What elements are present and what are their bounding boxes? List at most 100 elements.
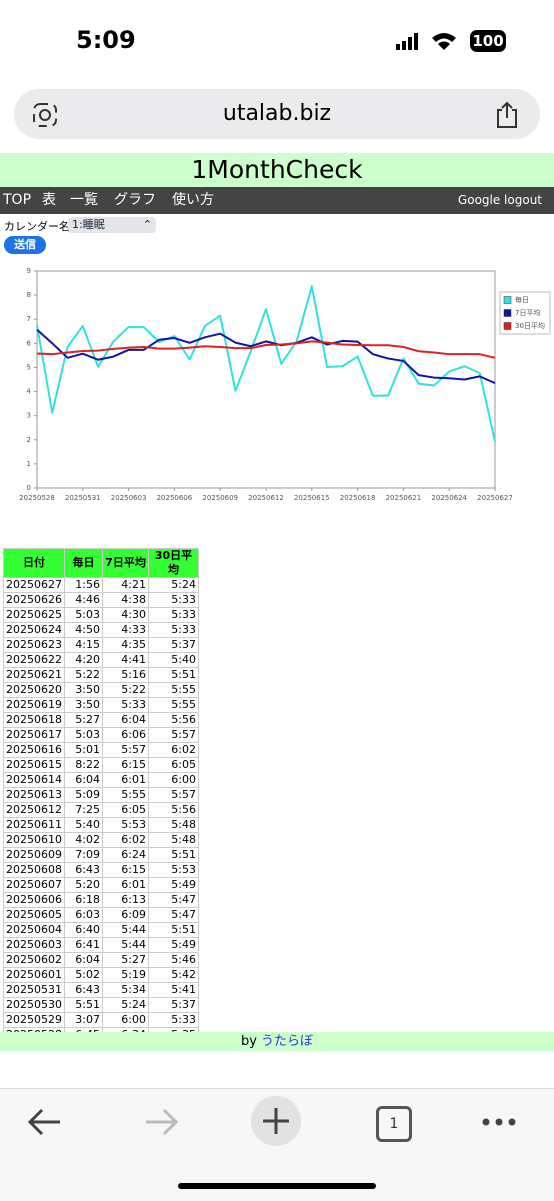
table-cell: 20250606: [3, 892, 65, 908]
tab-count[interactable]: 1: [376, 1106, 412, 1142]
calendar-select[interactable]: 1:睡眠 ⌃: [68, 217, 156, 233]
lens-icon[interactable]: [32, 102, 58, 128]
footer: by うたらぼ: [0, 1032, 554, 1051]
table-cell: 5:40: [148, 652, 199, 668]
x-tick-label: 20250621: [386, 494, 422, 502]
table-cell: 5:55: [102, 787, 149, 803]
table-row: 20250612 7:25 6:05 5:56: [3, 802, 199, 818]
x-tick-label: 20250627: [477, 494, 513, 502]
table-cell: 20250616: [3, 742, 65, 758]
column-header: 7日平均: [102, 548, 149, 578]
table-cell: 5:33: [148, 592, 199, 608]
new-tab-button[interactable]: [251, 1096, 301, 1146]
table-cell: 5:51: [64, 997, 103, 1013]
y-tick-label: 3: [27, 412, 31, 420]
y-tick-label: 1: [27, 460, 31, 468]
legend-label: 30日平均: [515, 321, 545, 330]
table-cell: 6:43: [64, 862, 103, 878]
table-cell: 20250610: [3, 832, 65, 848]
table-cell: 6:24: [102, 847, 149, 863]
nav-item[interactable]: 表: [42, 192, 56, 208]
table-cell: 5:44: [102, 922, 149, 938]
table-cell: 20250602: [3, 952, 65, 968]
table-cell: 20250529: [3, 1012, 65, 1028]
table-cell: 4:38: [102, 592, 149, 608]
table-cell: 6:15: [102, 862, 149, 878]
table-cell: 20250530: [3, 997, 65, 1013]
table-cell: 20250617: [3, 727, 65, 743]
table-cell: 5:27: [64, 712, 103, 728]
nav-item[interactable]: 使い方: [172, 192, 214, 208]
x-tick-label: 20250531: [65, 494, 101, 502]
table-cell: 3:50: [64, 697, 103, 713]
table-cell: 5:57: [148, 787, 199, 803]
forward-button[interactable]: [142, 1107, 180, 1137]
table-cell: 5:41: [148, 982, 199, 998]
table-row: 20250619 3:50 5:33 5:55: [3, 697, 199, 713]
table-cell: 20250619: [3, 697, 65, 713]
table-cell: 20250624: [3, 622, 65, 638]
table-cell: 5:34: [102, 982, 149, 998]
table-cell: 4:35: [102, 637, 149, 653]
table-cell: 5:33: [148, 607, 199, 623]
y-tick-label: 2: [27, 436, 31, 444]
table-cell: 6:06: [102, 727, 149, 743]
table-cell: 5:33: [102, 697, 149, 713]
table-row: 20250530 5:51 5:24 5:37: [3, 997, 199, 1013]
footer-link[interactable]: うたらぼ: [261, 1034, 314, 1049]
table-cell: 20250531: [3, 982, 65, 998]
table-cell: 5:55: [148, 697, 199, 713]
share-icon[interactable]: [495, 101, 519, 129]
table-row: 20250625 5:03 4:30 5:33: [3, 607, 199, 623]
site-title: 1MonthCheck: [0, 153, 554, 187]
table-cell: 5:03: [64, 727, 103, 743]
select-arrow[interactable]: ⌃: [142, 218, 152, 231]
table-cell: 6:05: [148, 757, 199, 773]
x-tick-label: 20250609: [202, 494, 238, 502]
url[interactable]: utalab.biz: [222, 101, 332, 126]
select-value[interactable]: 1:睡眠: [72, 218, 105, 231]
table-row: 20250611 5:40 5:53 5:48: [3, 817, 199, 833]
table-row: 20250613 5:09 5:55 5:57: [3, 787, 199, 803]
column-header: 30日平均: [148, 548, 199, 578]
nav-item[interactable]: グラフ: [114, 192, 156, 208]
more-button[interactable]: [482, 1117, 516, 1127]
table-row: 20250614 6:04 6:01 6:00: [3, 772, 199, 788]
series-line: [36, 285, 496, 442]
table-row: 20250609 7:09 6:24 5:51: [3, 847, 199, 863]
logout[interactable]: Google logout: [457, 193, 542, 207]
table-row: 20250620 3:50 5:22 5:55: [3, 682, 199, 698]
table-cell: 6:02: [102, 832, 149, 848]
table-row: 20250602 6:04 5:27 5:46: [3, 952, 199, 968]
table-cell: 5:51: [148, 847, 199, 863]
table-cell: 4:41: [102, 652, 149, 668]
nav-item[interactable]: 一覧: [70, 192, 98, 208]
table-row: 20250607 5:20 6:01 5:49: [3, 877, 199, 893]
column-header: 毎日: [64, 548, 103, 578]
table-row: 20250604 6:40 5:44 5:51: [3, 922, 199, 938]
x-tick-label: 20250612: [248, 494, 284, 502]
url-bar[interactable]: utalab.biz: [14, 89, 540, 139]
legend-swatch: [503, 322, 512, 330]
table-cell: 5:48: [148, 817, 199, 833]
table-cell: 5:33: [148, 622, 199, 638]
table-cell: 20250605: [3, 907, 65, 923]
submit-button[interactable]: 送信: [4, 236, 46, 254]
table-cell: 5:49: [148, 877, 199, 893]
y-tick-label: 7: [27, 315, 31, 323]
battery: 100: [470, 30, 506, 52]
table-cell: 20250620: [3, 682, 65, 698]
table-cell: 20250613: [3, 787, 65, 803]
series-line: [36, 328, 496, 385]
table-body: 20250627 1:56 4:21 5:24 20250626 4:46 4:38 5:33…: [3, 577, 199, 1043]
table-cell: 5:09: [64, 787, 103, 803]
table-row: 20250606 6:18 6:13 5:47: [3, 892, 199, 908]
x-tick-label: 20250603: [111, 494, 147, 502]
series-line: [36, 340, 496, 359]
table-cell: 20250608: [3, 862, 65, 878]
table-cell: 20250627: [3, 577, 65, 593]
back-button[interactable]: [26, 1107, 64, 1137]
nav-item[interactable]: TOP: [3, 192, 32, 208]
table-cell: 6:02: [148, 742, 199, 758]
table-cell: 5:51: [148, 922, 199, 938]
